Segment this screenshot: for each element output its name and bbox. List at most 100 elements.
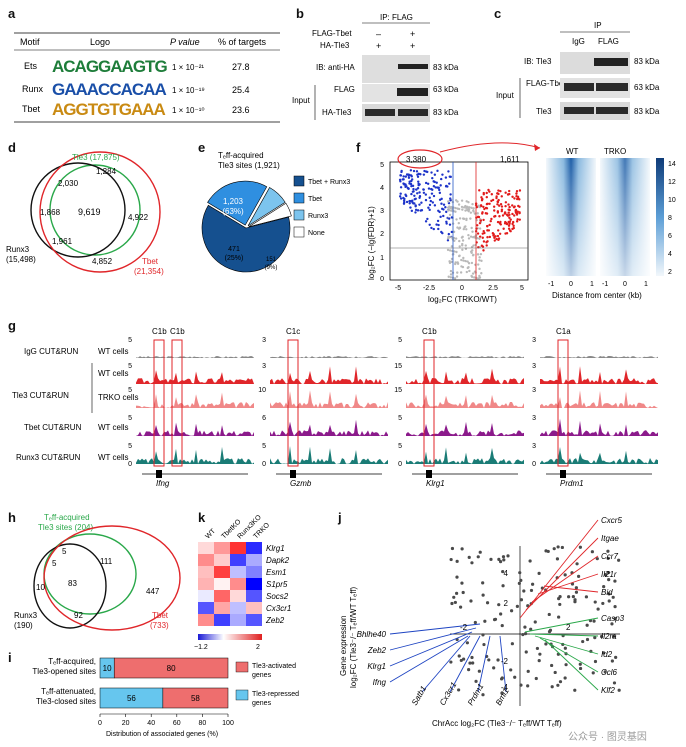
heatmap-xtick: 1 (590, 281, 594, 288)
blot-col-label: IgG (572, 37, 585, 46)
k-cell (198, 602, 214, 614)
heatmap-colorbar (656, 158, 664, 276)
volcano-dot (507, 203, 510, 206)
track-signal (406, 394, 524, 408)
pie-slice (201, 204, 291, 273)
j-dot (513, 675, 517, 679)
volcano-dot (503, 222, 507, 225)
blot-row-label: FLAG-Tbet (526, 79, 566, 88)
j-dot (547, 612, 551, 617)
j-dot (563, 646, 567, 650)
volcano-dot (496, 211, 500, 214)
track-scale: 5 (128, 443, 132, 450)
region-box (287, 339, 299, 467)
volcano-dot (444, 176, 448, 179)
j-dot (459, 605, 463, 609)
legend-label: None (308, 230, 325, 237)
j-gene-bottom: Cx3cr1 (438, 681, 458, 707)
volcano-dot (446, 248, 450, 252)
j-dot (485, 601, 490, 605)
j-dot (455, 559, 459, 563)
j-ylabel: log₂FC (Tle3⁻/⁻ Tₑff/WT Tₑff) (349, 586, 358, 688)
track-scale: 5 (128, 415, 132, 422)
bar-xtick: 80 (199, 720, 207, 727)
volcano-dot (435, 223, 438, 226)
volcano-dot (454, 262, 457, 266)
j-dot (578, 666, 583, 671)
j-dot (449, 660, 453, 664)
volcano-xtick: 5 (520, 285, 524, 292)
volcano-dot (447, 209, 450, 212)
sign: + (410, 41, 415, 51)
gene-label: Klrg1 (426, 479, 445, 488)
j-dot (449, 557, 453, 562)
volcano-dot (416, 209, 420, 212)
volcano-dot (514, 209, 518, 212)
volcano-dot (449, 175, 452, 179)
volcano-dot (476, 237, 479, 240)
venn-region: 111 (100, 557, 113, 566)
j-dot (500, 623, 504, 628)
blot-row-label: HA-Tle3 (320, 41, 350, 50)
j-dot (469, 599, 473, 603)
j-dot (467, 667, 471, 672)
volcano-dot (424, 193, 428, 196)
j-dot (502, 558, 506, 562)
volcano-dot (431, 201, 435, 204)
blot-row-label: HA-Tle3 (322, 108, 352, 117)
heatmap-col: TRKO (604, 147, 626, 156)
motif-name: Tbet (22, 104, 41, 114)
track-signal (270, 446, 388, 464)
j-dot (590, 550, 594, 554)
pie-title: Tₑff-acquired (218, 151, 264, 160)
volcano-dot (476, 232, 480, 235)
volcano-dot (485, 195, 488, 199)
volcano-ytick: 0 (380, 276, 384, 283)
j-dot (601, 601, 605, 606)
volcano-xlabel: log₂FC (TRKO/WT) (428, 295, 497, 304)
volcano-dot (470, 261, 474, 265)
volcano-dot (442, 214, 445, 218)
volcano-dot (436, 219, 440, 223)
j-dot (500, 691, 504, 695)
j-dot (455, 591, 459, 595)
volcano-dot (437, 209, 440, 212)
volcano-dot (399, 174, 402, 177)
j-dot (459, 658, 463, 663)
venn-circle-tle3 (49, 164, 141, 256)
volcano-dot (450, 257, 454, 261)
j-dot (585, 623, 589, 627)
volcano-dot (440, 230, 443, 234)
track-scale: 3 (532, 387, 536, 394)
volcano-dot (430, 192, 434, 195)
j-dot (531, 582, 535, 586)
k-gene: Klrg1 (266, 544, 285, 553)
volcano-dot (420, 209, 424, 212)
venn-label-tle3: Tle3 (17,875) (72, 153, 120, 162)
j-dot (617, 688, 621, 692)
volcano-dot (505, 213, 509, 216)
volcano-dot (478, 227, 482, 230)
volcano-dot (511, 212, 514, 216)
volcano-dot (493, 209, 496, 212)
volcano-dot (470, 206, 473, 210)
j-dot (497, 557, 501, 562)
venn-label: Runx3 (14, 611, 38, 620)
j-dot (606, 549, 610, 553)
track-signal (406, 356, 524, 358)
j-dot (613, 579, 617, 583)
volcano-dot (477, 215, 481, 219)
k-scale-max: 2 (256, 644, 260, 651)
volcano-dot (405, 194, 408, 198)
j-dot (614, 655, 618, 659)
volcano-dot (467, 201, 470, 204)
track-signal (270, 390, 388, 408)
volcano-dot (460, 199, 464, 202)
volcano-dot (455, 275, 459, 278)
volcano-dot (478, 221, 482, 225)
k-gene: Cx3cr1 (266, 604, 291, 613)
track-label: Runx3 CUT&RUN (16, 453, 81, 462)
k-cell (246, 602, 262, 614)
panel-f: 3,380 1,611 0 1 2 3 4 5 -5 -2.5 0 2.5 5 … (367, 142, 676, 304)
j-dot (515, 604, 519, 608)
